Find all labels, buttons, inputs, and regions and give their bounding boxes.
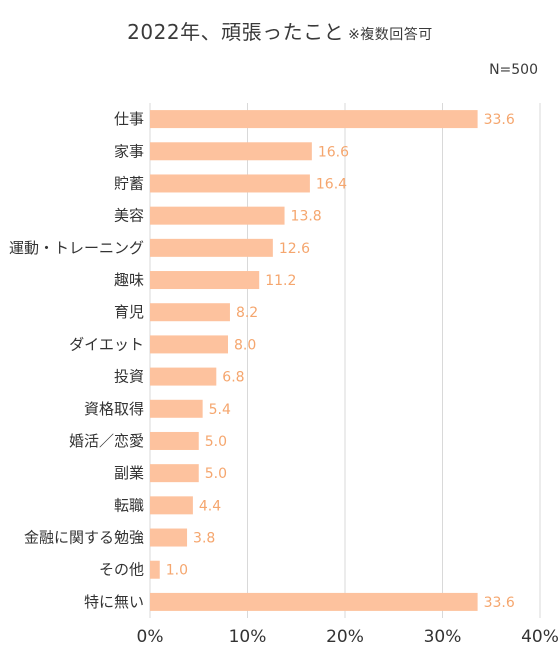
data-label: 5.0 [205, 466, 227, 482]
category-label: 運動・トレーニング [9, 239, 144, 257]
category-label: 資格取得 [84, 400, 144, 418]
bar [150, 560, 160, 579]
category-label: 特に無い [84, 593, 144, 611]
sample-size-label: N=500 [489, 62, 538, 78]
bar [150, 238, 273, 257]
data-label: 16.4 [316, 176, 347, 192]
data-label: 33.6 [484, 112, 515, 128]
category-label: 金融に関する勉強 [24, 529, 144, 547]
x-tick-label: 40% [521, 627, 559, 646]
category-label: 仕事 [114, 110, 144, 128]
bar [150, 464, 199, 483]
x-tick-label: 0% [137, 627, 164, 646]
bar [150, 496, 193, 515]
chart-title-main: 2022年、頑張ったこと [127, 20, 345, 44]
data-label: 5.0 [205, 434, 227, 450]
category-label: 貯蓄 [114, 174, 144, 192]
x-tick-label: 10% [229, 627, 267, 646]
bar [150, 271, 260, 290]
category-label: ダイエット [69, 335, 144, 353]
data-label: 12.6 [279, 241, 310, 257]
data-label: 1.0 [166, 563, 188, 579]
category-label: 育児 [114, 303, 144, 321]
category-label: 副業 [114, 464, 144, 482]
category-label: その他 [99, 561, 144, 579]
bar [150, 303, 230, 322]
bar [150, 174, 310, 193]
bar [150, 142, 312, 161]
data-label: 5.4 [209, 402, 231, 418]
data-label: 13.8 [291, 209, 322, 225]
x-tick-label: 30% [424, 627, 462, 646]
bar [150, 592, 478, 611]
bar [150, 431, 199, 450]
chart-title: 2022年、頑張ったこと ※複数回答可 [0, 16, 560, 45]
category-label: 転職 [114, 496, 144, 514]
category-label: 美容 [114, 207, 144, 225]
bar [150, 528, 188, 547]
data-label: 16.6 [318, 144, 349, 160]
bar [150, 399, 203, 418]
bar [150, 110, 478, 129]
category-label: 投資 [114, 368, 144, 386]
chart-title-note: ※複数回答可 [348, 27, 433, 43]
data-label: 11.2 [265, 273, 296, 289]
category-label: 婚活／恋愛 [69, 432, 144, 450]
bar [150, 367, 217, 386]
bar [150, 335, 228, 354]
data-label: 3.8 [193, 531, 215, 547]
bar [150, 206, 285, 225]
data-label: 4.4 [199, 498, 221, 514]
x-tick-label: 20% [326, 627, 364, 646]
category-label: 趣味 [114, 271, 144, 289]
data-label: 8.2 [236, 305, 258, 321]
data-label: 6.8 [222, 370, 244, 386]
data-label: 33.6 [484, 595, 515, 611]
category-label: 家事 [114, 142, 144, 160]
data-label: 8.0 [234, 337, 256, 353]
